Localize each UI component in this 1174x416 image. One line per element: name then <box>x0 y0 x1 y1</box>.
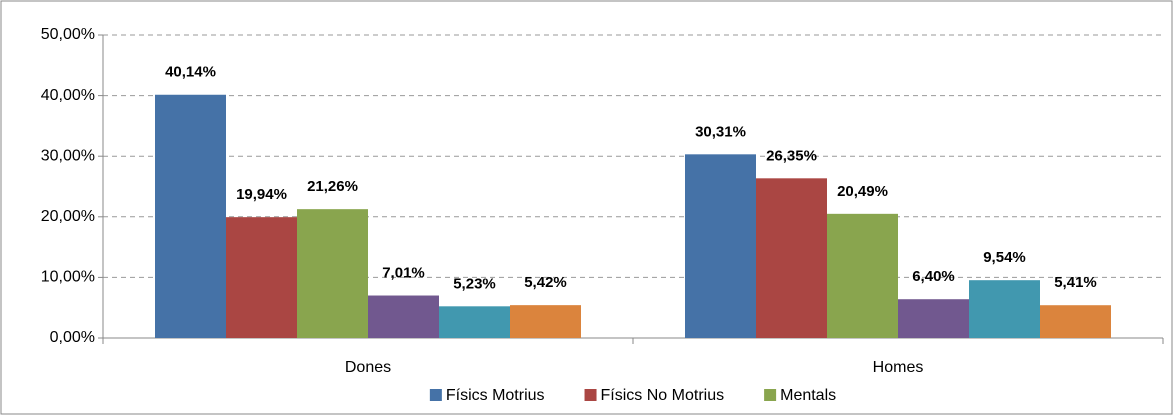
data-label: 21,26% <box>307 178 358 195</box>
legend-label: Mentals <box>780 387 836 404</box>
data-label: 6,40% <box>912 268 955 285</box>
bar <box>1040 305 1111 338</box>
bar <box>969 280 1040 338</box>
bar <box>685 154 756 338</box>
bar <box>898 299 969 338</box>
bar <box>827 213 898 338</box>
y-tick-label: 50,00% <box>41 26 95 43</box>
y-tick-label: 10,00% <box>41 269 95 286</box>
bar <box>756 178 827 338</box>
y-tick-label: 0,00% <box>50 329 95 346</box>
data-label: 5,23% <box>453 275 496 292</box>
legend-swatch <box>764 389 777 401</box>
x-tick-label: Homes <box>873 359 924 376</box>
data-label: 9,54% <box>983 249 1026 266</box>
legend-label: Físics Motrius <box>446 387 545 404</box>
data-label: 7,01% <box>382 264 425 281</box>
data-label: 19,94% <box>236 186 287 203</box>
data-label: 20,49% <box>837 183 888 200</box>
data-label: 5,41% <box>1054 274 1097 291</box>
data-label: 30,31% <box>695 123 746 140</box>
y-tick-label: 40,00% <box>41 87 95 104</box>
bar <box>368 295 439 338</box>
legend-swatch <box>429 389 442 401</box>
data-label: 40,14% <box>165 64 216 81</box>
y-tick-label: 20,00% <box>41 208 95 225</box>
bar <box>226 217 297 338</box>
data-label: 26,35% <box>766 147 817 164</box>
bar <box>439 306 510 338</box>
bar <box>155 94 226 338</box>
legend-label: Físics No Motrius <box>601 387 725 404</box>
bar <box>297 209 368 338</box>
x-tick-label: Dones <box>345 359 391 376</box>
bar <box>510 305 581 338</box>
data-label: 5,42% <box>524 274 567 291</box>
legend-swatch <box>584 389 597 401</box>
y-tick-label: 30,00% <box>41 147 95 164</box>
